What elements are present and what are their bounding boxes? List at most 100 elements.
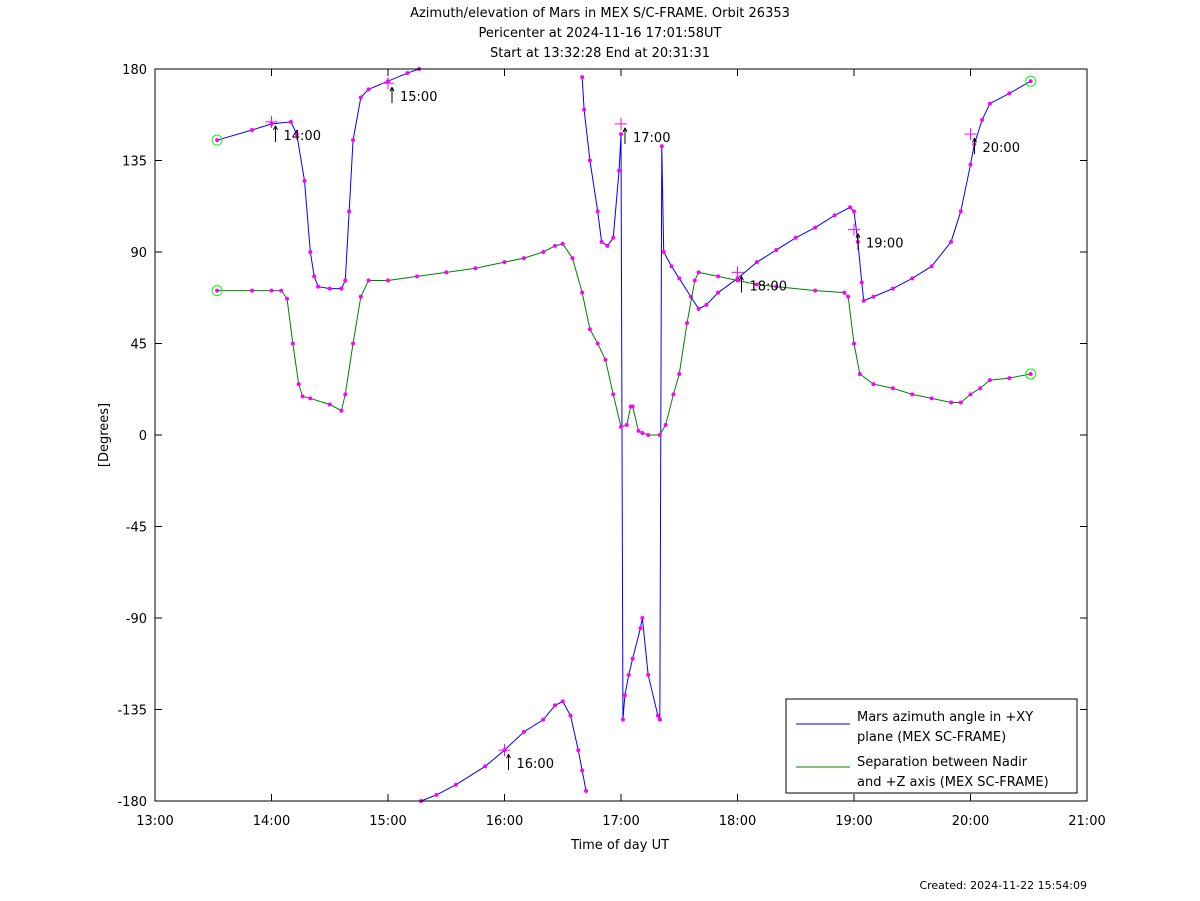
data-point-separation [580, 290, 585, 295]
data-point-azimuth [483, 764, 488, 769]
data-point-azimuth [669, 264, 674, 269]
data-point-separation [1028, 372, 1033, 376]
data-point-separation [386, 278, 390, 283]
data-point-azimuth [1028, 79, 1033, 84]
data-point-azimuth [576, 748, 581, 753]
data-point-azimuth [453, 782, 458, 787]
y-axis-label: [Degrees] [97, 403, 112, 467]
x-tick-label: 15:00 [369, 814, 406, 829]
data-point-separation [640, 430, 645, 435]
x-tick-label: 19:00 [835, 814, 872, 829]
y-tick-label: -135 [117, 704, 147, 719]
data-point-separation [910, 392, 915, 397]
data-point-azimuth [302, 178, 307, 183]
hour-annotation-arrow [389, 87, 393, 92]
y-tick-label: 90 [130, 246, 147, 261]
axes: 13:00 14:00 15:00 16:00 17:00 18:00 19:00 20:00… [117, 63, 1105, 829]
data-point-separation [716, 274, 721, 279]
data-point-azimuth [617, 168, 622, 173]
x-tick-label: 16:00 [486, 814, 523, 829]
data-point-separation [300, 394, 305, 399]
hour-annotation-label: 17:00 [633, 131, 670, 146]
data-point-azimuth [582, 107, 587, 112]
data-point-azimuth [646, 672, 651, 677]
data-point-separation [671, 392, 676, 397]
data-point-azimuth [358, 95, 363, 100]
y-tick-label: 180 [122, 63, 147, 78]
data-point-separation [358, 294, 363, 299]
data-point-separation [351, 341, 356, 346]
data-point-separation [279, 288, 284, 293]
data-point-azimuth [716, 290, 721, 295]
data-point-azimuth [638, 626, 643, 631]
data-point-azimuth [351, 138, 356, 143]
data-point-azimuth [580, 768, 585, 773]
data-point-separation [685, 321, 690, 326]
data-point-azimuth [312, 274, 317, 279]
data-point-separation [774, 284, 779, 289]
data-point-separation [296, 382, 301, 387]
hour-annotation-label: 20:00 [983, 141, 1020, 156]
data-point-azimuth [1007, 91, 1012, 96]
data-point-azimuth [871, 294, 876, 299]
data-point-separation [366, 278, 371, 283]
data-point-separation [619, 424, 623, 429]
data-point-azimuth [599, 239, 604, 244]
data-point-separation [657, 433, 662, 437]
data-point-azimuth [626, 672, 631, 677]
data-point-separation [444, 270, 449, 275]
hour-annotation-arrow [273, 125, 276, 131]
data-point-azimuth [861, 298, 866, 303]
data-point-separation [473, 266, 478, 271]
data-point-azimuth [852, 209, 856, 214]
data-point-separation [949, 400, 954, 405]
data-point-azimuth [327, 286, 332, 291]
data-point-separation [663, 422, 668, 427]
data-point-azimuth [595, 209, 600, 214]
data-point-separation [521, 256, 526, 261]
data-point-azimuth [587, 158, 592, 163]
plot-area: 14:00 15:00 16:00 17:00 18:00 19:00 20:00 [211, 67, 1037, 803]
data-point-azimuth [987, 101, 992, 106]
y-tick-label: 45 [130, 338, 147, 353]
data-point-separation [603, 357, 608, 362]
data-point-azimuth [622, 693, 627, 698]
y-tick-label: 0 [139, 429, 147, 444]
x-tick-label: 18:00 [719, 814, 756, 829]
data-point-azimuth [859, 280, 864, 285]
data-point-separation [1007, 376, 1012, 381]
data-point-separation [890, 386, 895, 391]
data-point-azimuth [929, 264, 934, 269]
data-point-separation [696, 270, 701, 275]
data-point-separation [285, 296, 290, 301]
hour-annotation-label: 15:00 [400, 90, 437, 105]
data-point-azimuth [677, 276, 682, 281]
y-tick-label: -90 [126, 612, 147, 627]
data-point-azimuth [521, 729, 526, 734]
hour-annotation-arrow [391, 87, 395, 92]
data-point-azimuth [949, 239, 954, 244]
data-point-azimuth [968, 162, 973, 167]
data-point-azimuth [813, 225, 818, 230]
data-point-separation [415, 274, 420, 279]
data-point-azimuth [343, 278, 348, 283]
hour-annotation-arrow [622, 127, 626, 133]
data-point-separation [595, 341, 600, 346]
data-point-azimuth [580, 75, 585, 80]
y-tick-label: -45 [126, 521, 147, 536]
data-point-azimuth [560, 699, 565, 704]
x-tick-label: 13:00 [136, 814, 173, 829]
data-point-separation [636, 428, 641, 433]
data-point-azimuth [552, 703, 557, 708]
hour-annotation-arrow [508, 753, 511, 759]
data-point-azimuth [958, 209, 963, 214]
legend-box [785, 698, 1078, 794]
data-point-separation [611, 392, 616, 397]
data-point-azimuth [657, 717, 662, 722]
data-point-separation [692, 278, 697, 283]
data-point-separation [327, 402, 332, 407]
data-point-separation [754, 282, 759, 287]
data-point-azimuth [890, 286, 895, 291]
data-point-separation [269, 288, 274, 293]
endpoint-marker-separation [1025, 368, 1037, 380]
